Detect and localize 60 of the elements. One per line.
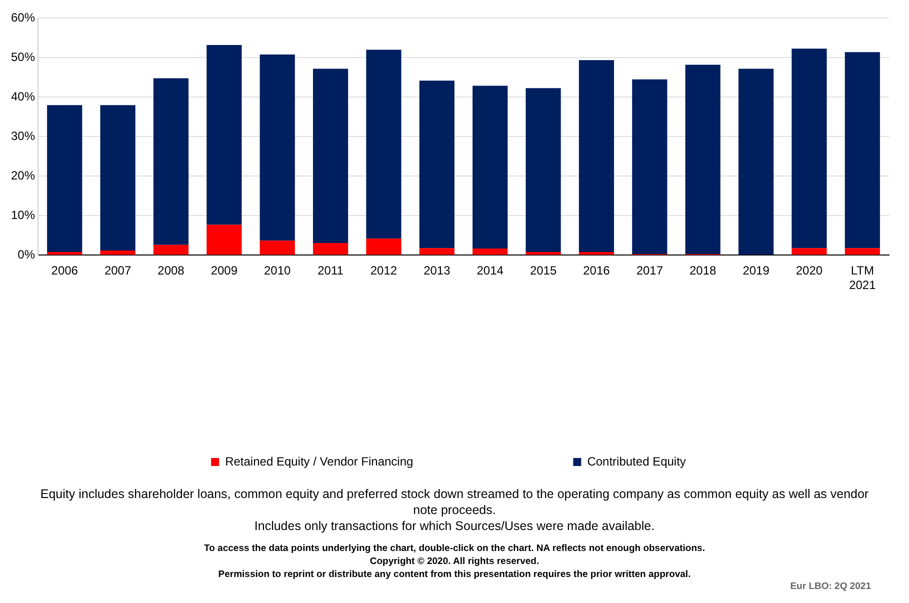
y-tick-label: 30%: [10, 129, 36, 144]
bar: [312, 68, 348, 243]
bar: [844, 248, 880, 255]
x-tick-label: 2008: [158, 264, 185, 278]
x-tick-label: 2011: [318, 264, 344, 278]
text: Equity includes shareholder loans, common equity and preferred stock down streamed to the operating company as common equity as well as vendor note proceeds.: [39, 486, 870, 518]
bar: [472, 248, 508, 255]
bar: [738, 68, 774, 255]
bar: [47, 105, 82, 252]
x-tick-label: 2016: [583, 264, 610, 278]
x-tick-label: 2020: [796, 264, 823, 278]
x-tick-label: 2019: [742, 264, 770, 278]
x-tick-label: 2017: [636, 264, 664, 278]
x-tick-label: 2006: [51, 264, 78, 278]
x-tick-label: 2018: [689, 264, 717, 278]
bar: [100, 250, 136, 255]
bar: [153, 244, 189, 255]
y-tick-label: 20%: [10, 168, 36, 183]
bar: [47, 252, 82, 255]
text: Permission to reprint or distribute any content from this presentation requires the prior written approval.: [217, 568, 692, 581]
bar: [578, 252, 614, 255]
x-tick-label: 2013: [424, 264, 451, 278]
x-tick-label: 2012: [370, 264, 398, 278]
x-tick-label: 2010: [264, 264, 292, 278]
bar: [366, 50, 402, 239]
y-tick-label: 0%: [18, 248, 36, 262]
x-tick-label: 2007: [104, 264, 132, 278]
bar: [844, 52, 880, 248]
bar: [419, 248, 454, 255]
y-tick-label: 10%: [10, 208, 36, 222]
bar: [792, 248, 827, 255]
y-tick-label: 60%: [10, 10, 36, 25]
text: Copyright © 2020. All rights reserved.: [368, 555, 540, 568]
bar: [632, 79, 668, 254]
text: Eur LBO: 2Q 2021: [789, 581, 871, 592]
bar: [472, 86, 508, 248]
bar: [312, 242, 348, 255]
text: Includes only transactions for which Sources/Uses were made available.: [253, 518, 656, 534]
y-tick-label: 50%: [10, 50, 36, 64]
bar: [153, 78, 189, 245]
y-tick-label: 40%: [10, 90, 36, 104]
bar: [100, 105, 136, 250]
x-tick-label: LTM 2021: [849, 264, 876, 292]
x-tick-label: 2014: [476, 264, 504, 278]
bar: [792, 48, 827, 248]
bar: [206, 45, 242, 225]
text: To access the data points underlying the chart, double-click on the chart. NA reflects not enough observations.: [203, 542, 706, 555]
x-tick-label: 2015: [530, 264, 557, 278]
legend-label: Contributed Equity: [587, 454, 686, 468]
bar: [526, 252, 561, 255]
bar: [260, 54, 295, 241]
bar: [526, 88, 561, 252]
x-tick-label: 2009: [210, 264, 238, 278]
legend-label: Retained Equity / Vendor Financing: [225, 454, 414, 468]
bar: [260, 240, 295, 255]
bar: [206, 224, 242, 255]
bar: [366, 238, 402, 255]
bar: [578, 60, 614, 252]
bar: [685, 64, 720, 254]
bar: [419, 80, 454, 248]
